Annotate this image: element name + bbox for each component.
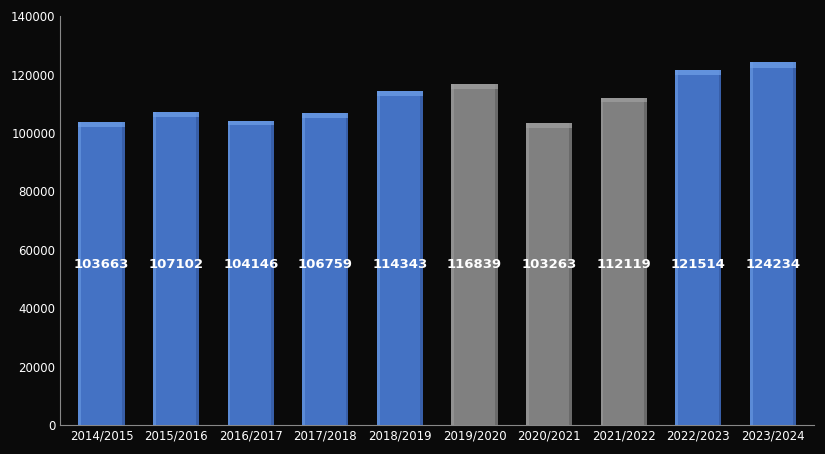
Text: 103263: 103263: [521, 258, 577, 271]
FancyBboxPatch shape: [377, 91, 423, 96]
Text: 106759: 106759: [298, 258, 353, 271]
FancyBboxPatch shape: [601, 98, 647, 103]
FancyBboxPatch shape: [377, 91, 380, 425]
FancyBboxPatch shape: [153, 112, 199, 117]
FancyBboxPatch shape: [78, 122, 81, 425]
FancyBboxPatch shape: [420, 91, 423, 425]
FancyBboxPatch shape: [719, 70, 721, 425]
Text: 104146: 104146: [223, 258, 278, 271]
FancyBboxPatch shape: [526, 123, 573, 128]
FancyBboxPatch shape: [122, 122, 125, 425]
Text: 121514: 121514: [671, 258, 726, 271]
FancyBboxPatch shape: [495, 84, 497, 425]
FancyBboxPatch shape: [196, 112, 199, 425]
FancyBboxPatch shape: [601, 98, 603, 425]
Bar: [601, 98, 647, 425]
FancyBboxPatch shape: [271, 121, 274, 425]
Bar: [675, 70, 721, 425]
FancyBboxPatch shape: [750, 62, 796, 68]
Bar: [451, 84, 497, 425]
FancyBboxPatch shape: [793, 62, 796, 425]
FancyBboxPatch shape: [346, 113, 348, 425]
FancyBboxPatch shape: [228, 121, 230, 425]
Text: 112119: 112119: [596, 258, 651, 271]
Text: 124234: 124234: [745, 258, 800, 271]
FancyBboxPatch shape: [228, 121, 274, 125]
Text: 114343: 114343: [372, 258, 427, 271]
FancyBboxPatch shape: [451, 84, 454, 425]
FancyBboxPatch shape: [675, 70, 721, 75]
FancyBboxPatch shape: [644, 98, 647, 425]
Text: 116839: 116839: [447, 258, 502, 271]
Bar: [153, 112, 199, 425]
Bar: [526, 123, 573, 425]
FancyBboxPatch shape: [302, 113, 305, 425]
FancyBboxPatch shape: [153, 112, 156, 425]
Bar: [302, 113, 348, 425]
Bar: [377, 91, 423, 425]
FancyBboxPatch shape: [569, 123, 573, 425]
Text: 103663: 103663: [73, 258, 130, 271]
FancyBboxPatch shape: [78, 122, 125, 127]
FancyBboxPatch shape: [750, 62, 752, 425]
FancyBboxPatch shape: [675, 70, 678, 425]
Bar: [750, 62, 796, 425]
Bar: [78, 122, 125, 425]
FancyBboxPatch shape: [302, 113, 348, 118]
Text: 107102: 107102: [148, 258, 204, 271]
FancyBboxPatch shape: [526, 123, 529, 425]
FancyBboxPatch shape: [451, 84, 497, 89]
Bar: [228, 121, 274, 425]
